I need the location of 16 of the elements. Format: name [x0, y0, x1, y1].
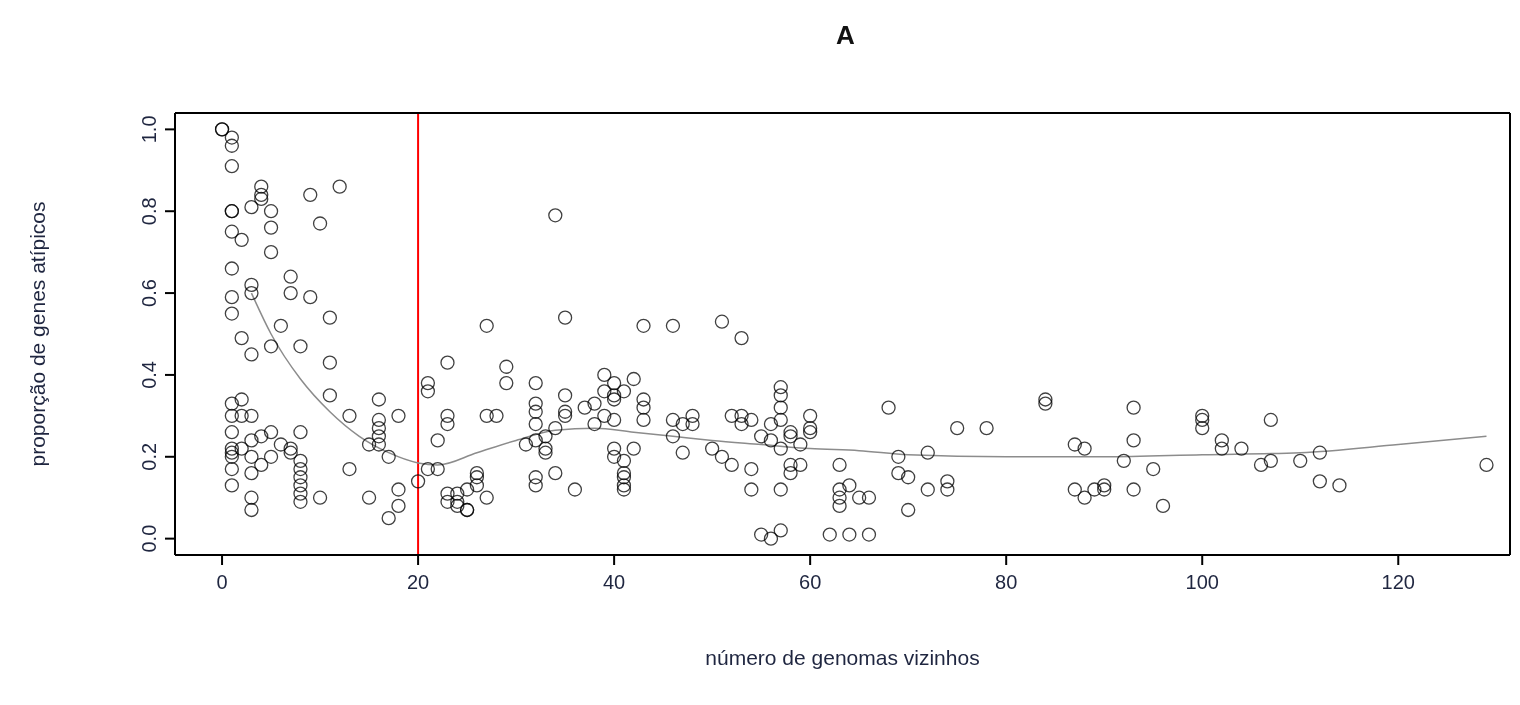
- x-axis-title: número de genomas vizinhos: [705, 646, 980, 669]
- x-tick-label: 0: [216, 571, 228, 594]
- y-tick-label: 0.2: [138, 442, 160, 471]
- y-tick-label: 0.6: [138, 279, 160, 307]
- chart-title: A: [835, 19, 856, 52]
- x-tick-label: 100: [1185, 571, 1219, 594]
- y-axis-title: proporção de genes atípicos: [26, 201, 50, 467]
- y-tick-label: 0.8: [138, 197, 160, 226]
- x-tick-label: 60: [799, 571, 822, 594]
- y-tick-label: 1.0: [138, 115, 160, 144]
- x-tick-label: 20: [406, 571, 430, 594]
- y-tick-label: 0.4: [138, 361, 160, 389]
- x-tick-label: 40: [602, 571, 626, 594]
- y-tick-label: 0.0: [138, 524, 160, 553]
- x-tick-label: 120: [1381, 571, 1415, 594]
- x-tick-label: 80: [995, 571, 1018, 594]
